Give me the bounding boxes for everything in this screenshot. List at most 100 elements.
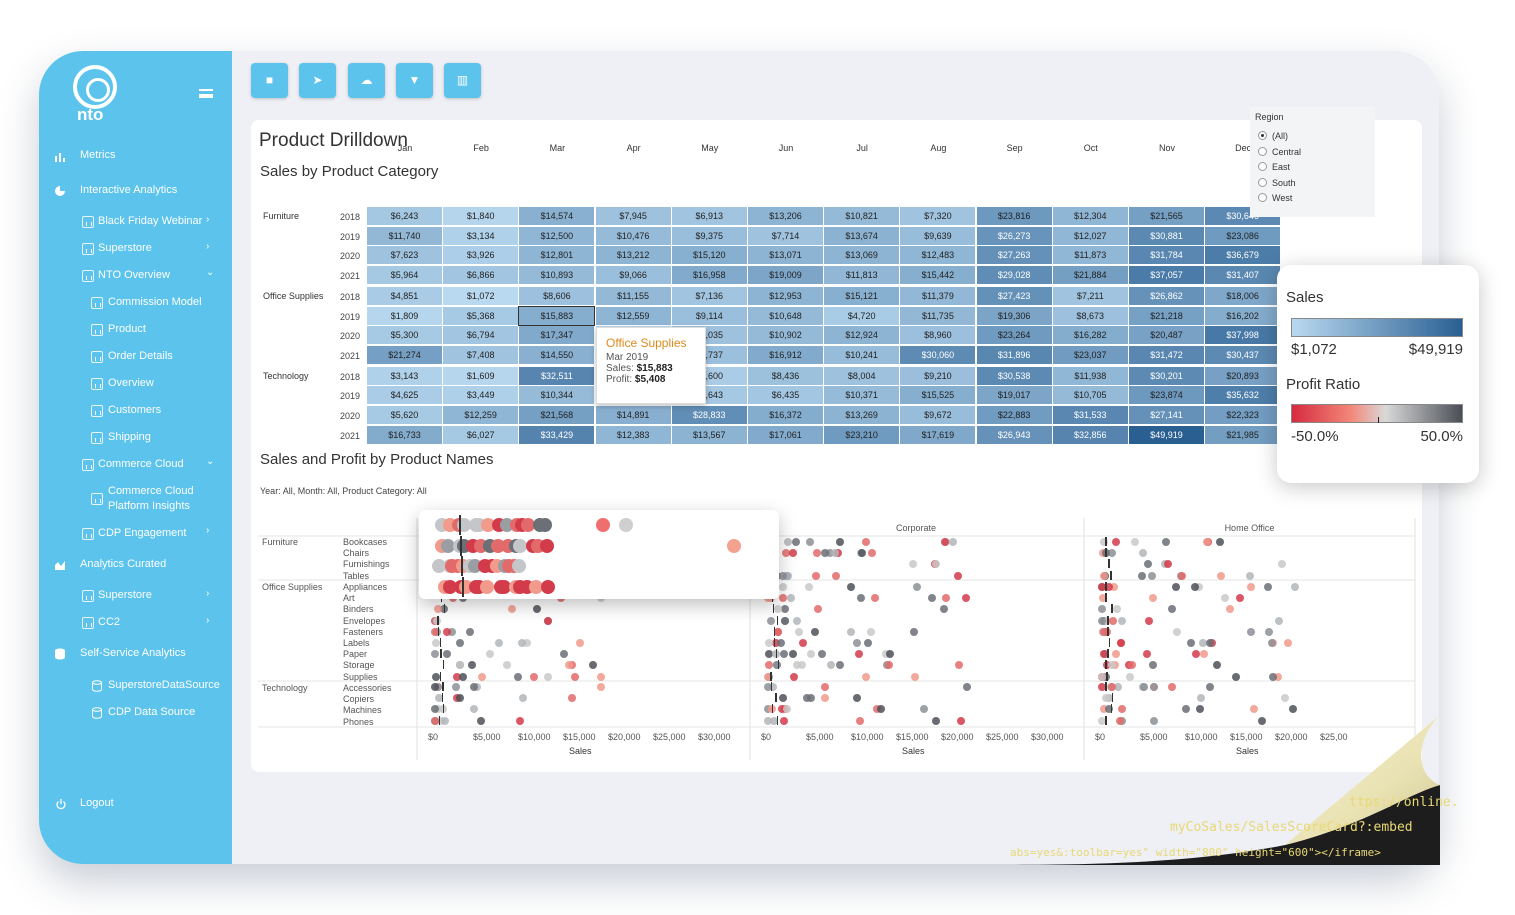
scatter-point[interactable]	[1269, 672, 1278, 681]
heatmap-cell[interactable]: $11,813	[824, 265, 900, 284]
heatmap-cell[interactable]: $16,282	[1052, 326, 1128, 345]
send-icon[interactable]: ➤	[299, 63, 336, 98]
scatter-point[interactable]	[431, 627, 439, 636]
heatmap-cell[interactable]: $16,202	[1205, 306, 1281, 325]
heatmap-cell[interactable]: $16,372	[748, 406, 823, 424]
scatter-point[interactable]	[1278, 560, 1287, 569]
scatter-point[interactable]	[764, 705, 773, 714]
scatter-point[interactable]	[1172, 583, 1181, 591]
scatter-point[interactable]	[835, 538, 844, 546]
scatter-point[interactable]	[1177, 571, 1186, 580]
scatter-point[interactable]	[782, 705, 791, 714]
heatmap-cell[interactable]: $31,784	[1129, 246, 1204, 265]
heatmap-cell[interactable]: $4,625	[367, 386, 442, 405]
chevron-down-icon[interactable]: ⌄	[206, 456, 215, 467]
scatter-point[interactable]	[515, 716, 524, 725]
heatmap-cell[interactable]: $4,720	[824, 306, 900, 325]
heatmap-cell[interactable]: $16,912	[748, 345, 823, 364]
scatter-point[interactable]	[792, 616, 801, 625]
scatter-point[interactable]	[1139, 549, 1148, 558]
heatmap-cell[interactable]: $7,211	[1052, 286, 1128, 305]
scatter-point[interactable]	[513, 672, 522, 681]
scatter-point[interactable]	[559, 650, 568, 659]
scatter-point[interactable]	[544, 616, 553, 625]
heatmap-cell[interactable]: $10,241	[824, 345, 900, 364]
scatter-point[interactable]	[861, 672, 870, 681]
scatter-point[interactable]	[1173, 627, 1182, 636]
scatter-point[interactable]	[798, 661, 807, 670]
scatter-point[interactable]	[441, 539, 456, 553]
scatter-point[interactable]	[954, 661, 963, 670]
region-option-label[interactable]: South	[1272, 177, 1296, 188]
sidebar-item-interactive-analytics[interactable]: Interactive Analytics	[80, 184, 178, 196]
heatmap-cell[interactable]: $10,371	[824, 386, 900, 405]
scatter-point[interactable]	[1116, 639, 1125, 647]
heatmap-cell[interactable]: $9,672	[900, 406, 976, 424]
scatter-point[interactable]	[459, 672, 468, 681]
scatter-point[interactable]	[1098, 605, 1106, 614]
scatter-point[interactable]	[1221, 594, 1230, 603]
heatmap-cell[interactable]: $49,919	[1129, 425, 1204, 444]
scatter-point[interactable]	[770, 716, 779, 725]
scatter-point[interactable]	[1290, 583, 1299, 591]
region-filter[interactable]: Region (All) Central East South West	[1250, 107, 1375, 217]
scatter-point[interactable]	[792, 661, 801, 670]
sidebar-item-platform-insights[interactable]: Commerce Cloud	[108, 485, 194, 497]
heatmap-cell[interactable]: $20,893	[1205, 366, 1281, 385]
scatter-point[interactable]	[1283, 639, 1292, 647]
scatter-point[interactable]	[932, 560, 941, 569]
scatter-point[interactable]	[832, 571, 841, 580]
scatter-point[interactable]	[1273, 672, 1282, 681]
scatter-point[interactable]	[494, 639, 503, 647]
scatter-point[interactable]	[885, 650, 894, 659]
scatter-point[interactable]	[784, 538, 793, 546]
scatter-point[interactable]	[870, 594, 879, 603]
scatter-point[interactable]	[1098, 683, 1107, 691]
heatmap-cell[interactable]: $30,437	[1205, 345, 1281, 364]
scatter-point[interactable]	[431, 650, 440, 659]
sidebar-item-cc2[interactable]: CC2	[98, 616, 121, 628]
scatter-point[interactable]	[817, 650, 826, 659]
heatmap-cell[interactable]: $27,263	[976, 246, 1052, 265]
scatter-point[interactable]	[788, 650, 797, 659]
heatmap-cell[interactable]: $1,609	[443, 366, 519, 385]
scatter-point[interactable]	[780, 605, 789, 614]
scatter-point[interactable]	[588, 661, 597, 670]
scatter-point[interactable]	[1281, 694, 1290, 703]
scatter-point[interactable]	[1216, 538, 1225, 546]
region-option-label[interactable]: Central	[1272, 146, 1302, 157]
sidebar-item-superstore-datasource[interactable]: SuperstoreDataSource	[108, 679, 220, 691]
scatter-point[interactable]	[779, 594, 788, 603]
scatter-point[interactable]	[543, 672, 552, 681]
scatter-point[interactable]	[1104, 583, 1113, 591]
scatter-point[interactable]	[927, 594, 936, 603]
heatmap-cell[interactable]: $10,476	[595, 226, 671, 245]
heatmap-cell[interactable]: $18,006	[1205, 286, 1281, 305]
heatmap-cell[interactable]: $29,028	[976, 265, 1052, 284]
heatmap-cell[interactable]: $12,027	[1052, 226, 1128, 245]
scatter-point[interactable]	[1130, 538, 1139, 546]
heatmap-cell[interactable]: $21,218	[1129, 306, 1204, 325]
heatmap-cell[interactable]: $23,037	[1052, 345, 1128, 364]
scatter-point[interactable]	[518, 639, 527, 647]
scatter-point[interactable]	[470, 683, 479, 691]
heatmap-cell[interactable]: $37,057	[1129, 265, 1204, 284]
scatter-point[interactable]	[441, 716, 450, 725]
scatter-point[interactable]	[1195, 583, 1204, 591]
sidebar-item-product[interactable]: Product	[108, 323, 146, 335]
scatter-point[interactable]	[508, 605, 516, 614]
scatter-point[interactable]	[469, 705, 478, 714]
heatmap-cell[interactable]: $20,487	[1129, 326, 1204, 345]
scatter-point[interactable]	[1150, 683, 1159, 691]
heatmap-cell[interactable]: $6,243	[367, 207, 442, 225]
heatmap-cell[interactable]: $15,883	[518, 305, 596, 326]
heatmap-cell[interactable]: $21,565	[1129, 207, 1204, 225]
scatter-point[interactable]	[1117, 616, 1126, 625]
scatter-point[interactable]	[522, 639, 531, 647]
scatter-point[interactable]	[1149, 716, 1158, 725]
heatmap-cell[interactable]: $12,953	[748, 286, 823, 305]
sidebar-item-cdp-engagement[interactable]: CDP Engagement	[98, 527, 187, 539]
scatter-point[interactable]	[867, 627, 876, 636]
scatter-point[interactable]	[1102, 616, 1111, 625]
heatmap-cell[interactable]: $13,069	[824, 246, 900, 265]
